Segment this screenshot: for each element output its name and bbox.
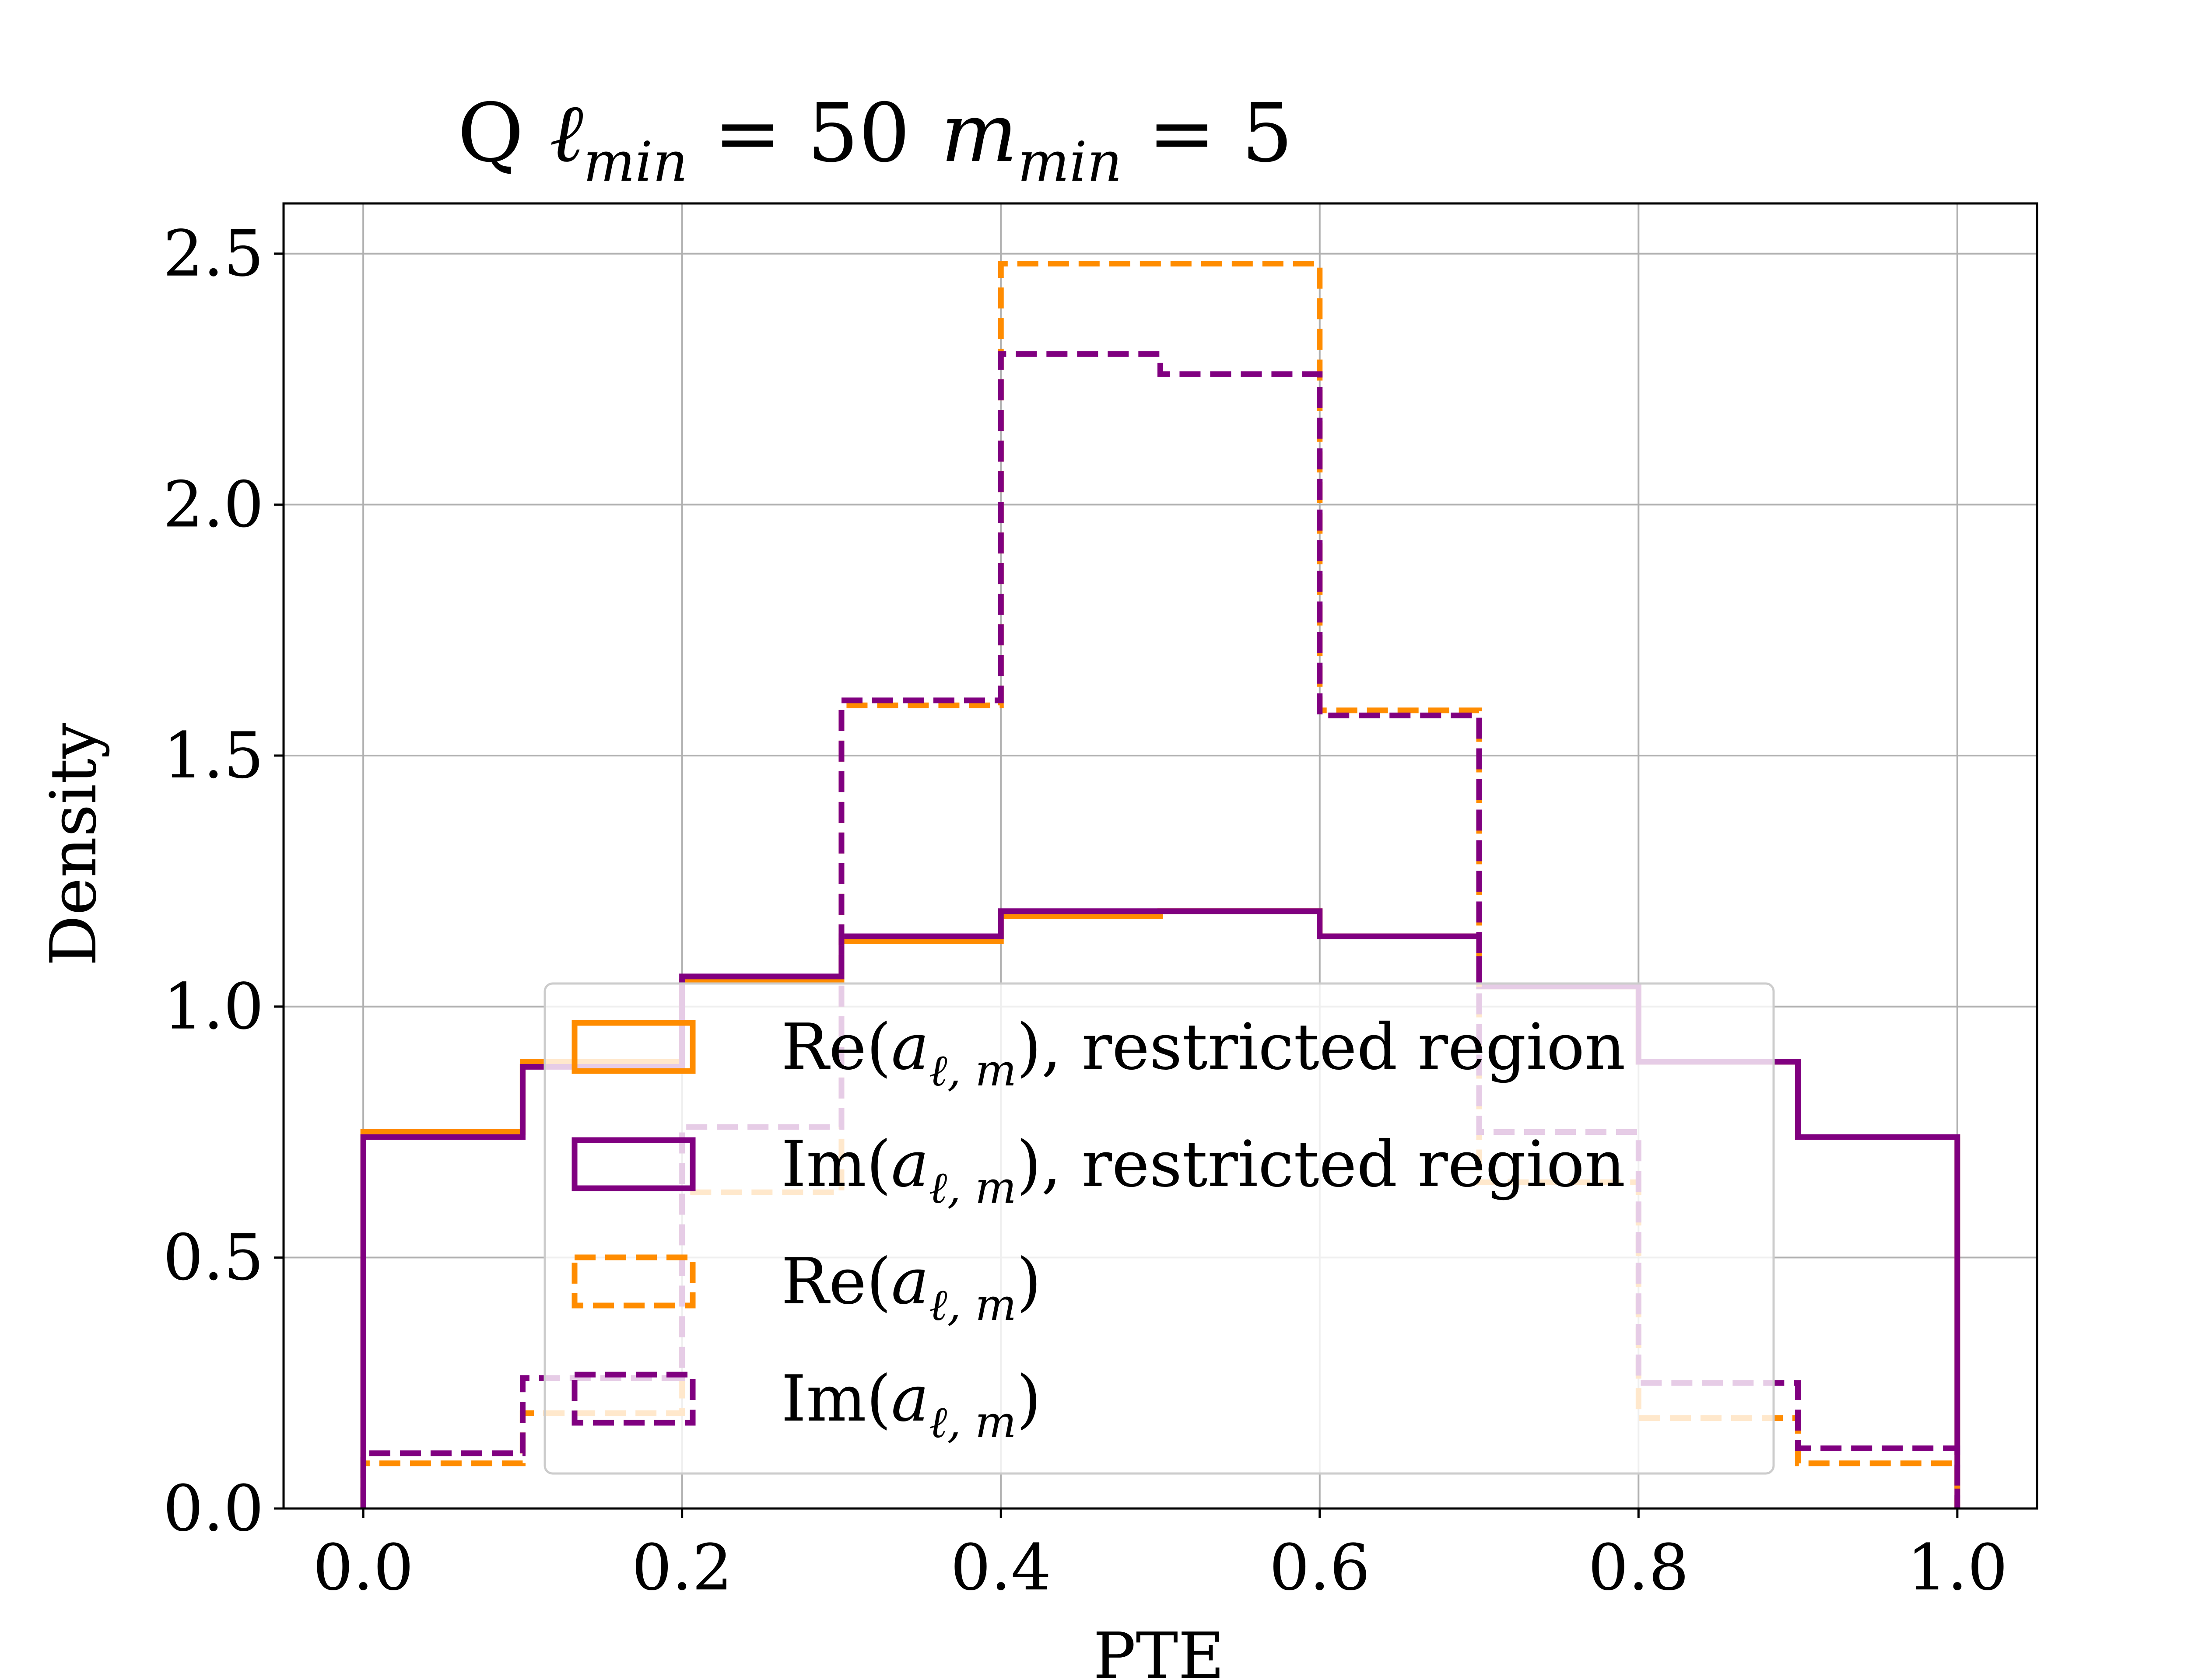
axis-ticks: 0.0 0.2 0.4 0.6 0.8 1.0 0.0 0.5 1.0 1.5 2.0 2.5 xyxy=(163,217,2008,1605)
y-axis-label: Density xyxy=(37,723,111,966)
y-tick-label: 1.0 xyxy=(163,970,264,1044)
x-tick-label: 0.4 xyxy=(950,1531,1052,1605)
y-tick-label: 0.0 xyxy=(163,1472,264,1546)
x-tick-label: 0.0 xyxy=(313,1531,414,1605)
y-tick-label: 0.5 xyxy=(163,1221,264,1295)
x-tick-label: 0.6 xyxy=(1269,1531,1370,1605)
x-tick-label: 0.2 xyxy=(631,1531,733,1605)
x-tick-label: 1.0 xyxy=(1907,1531,2008,1605)
legend-label: Im(aℓ, m) xyxy=(781,1362,1041,1448)
legend: Re(aℓ, m), restricted region Im(aℓ, m), r… xyxy=(543,982,1775,1475)
y-tick-label: 2.5 xyxy=(163,217,264,291)
legend-handle xyxy=(572,1020,696,1074)
legend-box xyxy=(543,982,1775,1475)
chart-title: Q ℓmin = 50 mmin = 5 xyxy=(457,86,1293,194)
legend-label: Re(aℓ, m) xyxy=(781,1245,1041,1330)
legend-handle xyxy=(572,1372,696,1426)
legend-label: Re(aℓ, m), restricted region xyxy=(781,1010,1626,1096)
x-tick-label: 0.8 xyxy=(1588,1531,1689,1605)
y-tick-label: 1.5 xyxy=(163,719,264,793)
plot-frame xyxy=(282,202,2038,1510)
legend-handle xyxy=(572,1254,696,1309)
y-tick-label: 2.0 xyxy=(163,468,264,542)
x-axis-label: PTE xyxy=(1093,1619,1224,1680)
legend-label: Im(aℓ, m), restricted region xyxy=(781,1127,1625,1213)
legend-handle xyxy=(572,1137,696,1191)
